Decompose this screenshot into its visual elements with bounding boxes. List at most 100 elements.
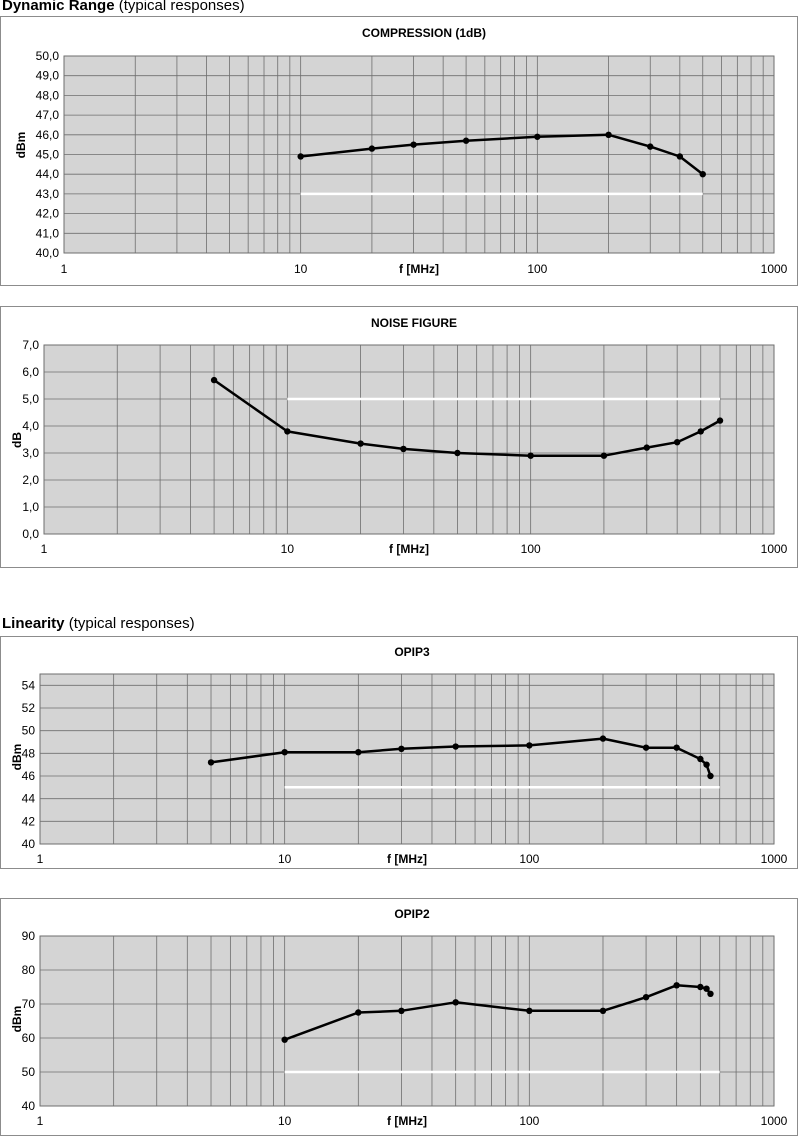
x-tick-label: 100: [519, 1114, 539, 1128]
data-point: [452, 743, 459, 750]
plot-border: [43, 344, 775, 535]
x-tick-label: 100: [527, 262, 547, 276]
data-point: [527, 452, 534, 459]
x-axis-label: f [MHz]: [387, 852, 427, 866]
dynamic-range-heading-rest: (typical responses): [114, 0, 245, 14]
dynamic-range-heading-bold: Dynamic Range: [2, 0, 115, 14]
x-tick-label: 10: [281, 542, 295, 556]
data-point: [281, 749, 288, 756]
plot-area: [44, 345, 774, 534]
linearity-heading: Linearity (typical responses): [2, 615, 195, 632]
y-tick-label: 50: [22, 1065, 36, 1079]
x-tick-label: 100: [519, 852, 539, 866]
y-tick-label: 0,0: [22, 527, 39, 541]
data-point: [699, 171, 706, 178]
data-point: [400, 445, 407, 453]
data-point: [357, 440, 364, 447]
x-tick-label: 1: [37, 1114, 44, 1128]
x-tick-label: 10: [278, 852, 292, 866]
x-tick-label: 1: [37, 852, 44, 866]
data-point: [398, 745, 405, 752]
y-tick-label: 48,0: [36, 88, 60, 102]
y-tick-label: 4,0: [22, 419, 39, 433]
y-tick-label: 41,0: [36, 226, 60, 240]
data-point: [642, 744, 650, 751]
y-tick-label: 60: [22, 1031, 36, 1045]
data-point: [355, 749, 362, 756]
y-tick-label: 49,0: [36, 69, 60, 83]
data-point: [207, 759, 215, 766]
y-tick-label: 40: [22, 1099, 36, 1113]
y-tick-label: 50: [22, 724, 36, 738]
data-point: [600, 452, 608, 459]
plot-area: [40, 936, 774, 1106]
data-point: [210, 376, 218, 384]
y-tick-label: 2,0: [22, 473, 39, 487]
x-tick-label: 10: [294, 262, 308, 276]
data-point: [368, 145, 376, 152]
plot-border: [63, 55, 775, 254]
data-point: [703, 985, 710, 992]
y-tick-label: 7,0: [22, 338, 39, 352]
y-tick-label: 70: [22, 997, 36, 1011]
y-tick-label: 5,0: [22, 392, 39, 406]
chart-opip2: 40 50 60 70 80 90 1 10 100 1000 OPIP2 f [MHz] dBm: [0, 898, 798, 1136]
data-point: [452, 999, 459, 1006]
data-point: [410, 141, 417, 148]
data-point: [454, 449, 461, 457]
data-point: [599, 1007, 607, 1014]
data-point: [673, 744, 680, 751]
y-tick-label: 90: [22, 929, 36, 943]
y-tick-label: 50,0: [36, 49, 60, 63]
x-axis-label: f [MHz]: [399, 262, 439, 276]
y-tick-label: 43,0: [36, 187, 60, 201]
y-tick-label: 3,0: [22, 446, 39, 460]
y-tick-label: 40: [22, 837, 36, 851]
data-point: [716, 417, 724, 424]
data-point: [647, 143, 654, 150]
data-point: [676, 153, 684, 160]
x-tick-label: 1000: [761, 542, 788, 556]
y-tick-label: 40,0: [36, 246, 60, 260]
y-tick-label: 42,0: [36, 207, 60, 221]
y-tick-label: 45,0: [36, 148, 60, 162]
y-tick-label: 46: [22, 769, 36, 783]
y-axis-label: dBm: [14, 132, 28, 159]
chart-opip3: 40 42 44 46 48 50 52 54 1 10 100 1000 OPIP3 f [MHz] dB…: [0, 636, 798, 869]
plot-border: [39, 673, 775, 845]
data-point: [673, 439, 681, 446]
chart-compression: 40,0 41,0 42,0 43,0 44,0 45,0 46,0 47,0 48,0 49,0…: [0, 16, 798, 286]
y-axis-label: dBm: [10, 1006, 24, 1033]
data-point: [643, 444, 650, 451]
y-tick-label: 42: [22, 814, 36, 828]
x-tick-label: 10: [278, 1114, 292, 1128]
data-point: [605, 131, 612, 138]
data-point: [526, 742, 533, 749]
noise-figure-svg: 0,0 1,0 2,0 3,0 4,0 5,0 6,0 7,0 1 10 100 1000 NOISE …: [10, 316, 788, 556]
x-tick-label: 1000: [761, 262, 788, 276]
data-point: [599, 735, 607, 742]
y-tick-label: 44,0: [36, 167, 60, 181]
chart-noise-figure: 0,0 1,0 2,0 3,0 4,0 5,0 6,0 7,0 1 10 100 1000 NOISE …: [0, 306, 798, 568]
chart-title: COMPRESSION (1dB): [362, 26, 486, 40]
linearity-heading-bold: Linearity: [2, 615, 65, 632]
data-point: [462, 137, 470, 144]
plot-area: [40, 674, 774, 844]
y-tick-label: 6,0: [22, 365, 39, 379]
chart-title: OPIP2: [394, 907, 430, 921]
y-tick-label: 80: [22, 963, 36, 977]
plot-border: [39, 935, 775, 1107]
data-point: [284, 428, 291, 435]
y-tick-label: 54: [22, 678, 36, 692]
y-tick-label: 47,0: [36, 108, 60, 122]
data-point: [534, 133, 541, 140]
data-point: [526, 1007, 533, 1014]
data-point: [281, 1036, 288, 1043]
y-axis-label: dBm: [10, 744, 24, 771]
opip2-svg: 40 50 60 70 80 90 1 10 100 1000 OPIP2 f [MHz] dBm: [10, 907, 788, 1128]
x-tick-label: 1: [61, 262, 68, 276]
x-tick-label: 100: [521, 542, 541, 556]
chart-title: NOISE FIGURE: [371, 316, 457, 330]
data-point: [297, 153, 304, 160]
x-axis-label: f [MHz]: [387, 1114, 427, 1128]
